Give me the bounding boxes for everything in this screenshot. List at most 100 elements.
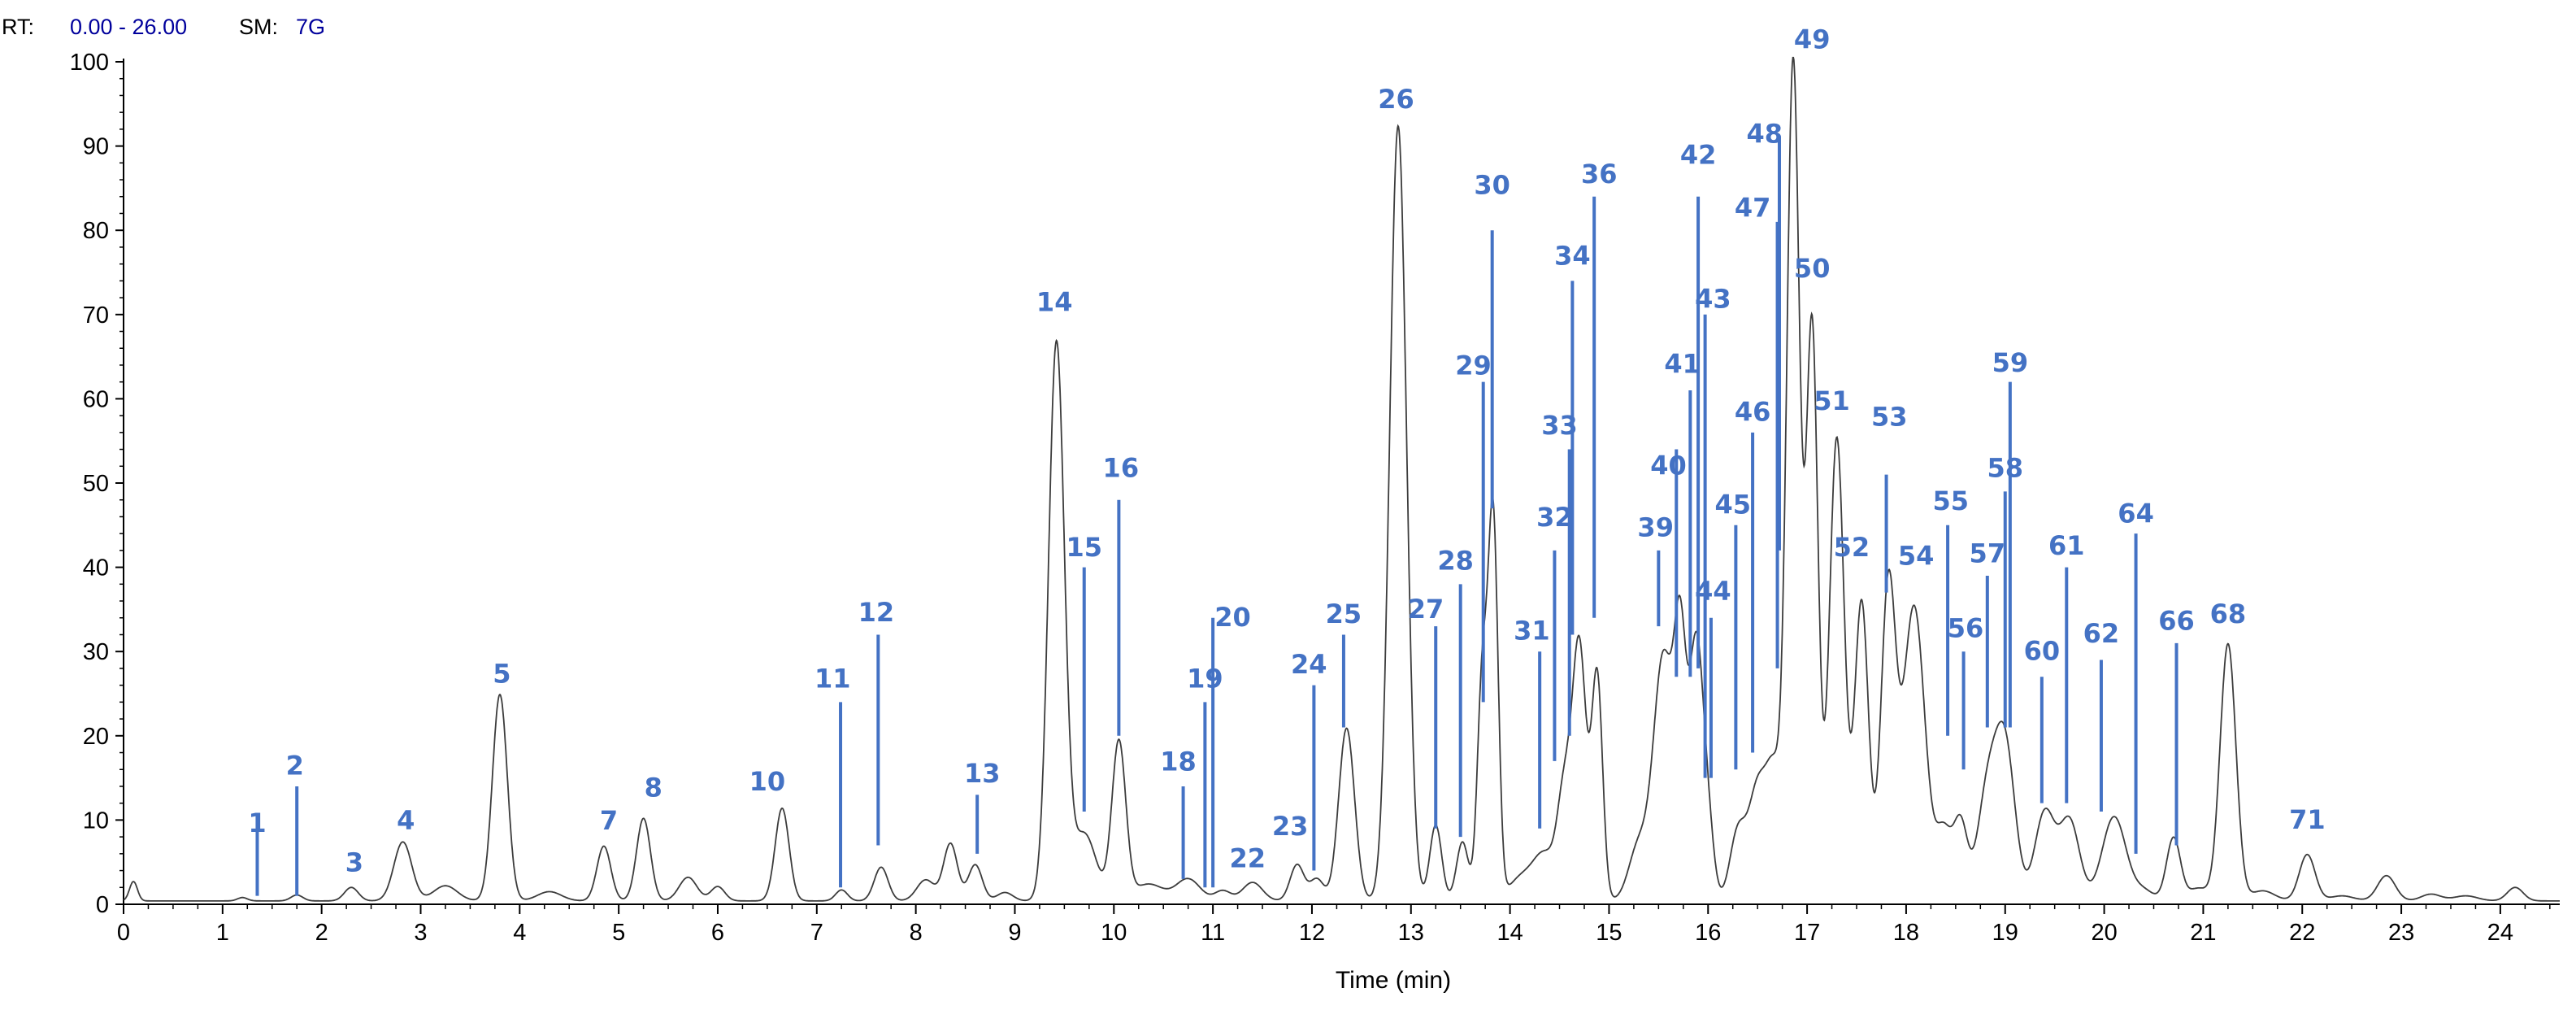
peak-label: 15 [1066, 532, 1102, 563]
peak-label: 48 [1746, 118, 1783, 149]
peak-label: 1 [248, 808, 266, 838]
peak-label: 19 [1187, 664, 1223, 694]
peak-label: 50 [1794, 253, 1831, 284]
peak-label: 56 [1948, 613, 1984, 644]
chart-header: RT: 0.00 - 26.00 SM: 7G [2, 15, 325, 39]
x-tick-label: 6 [711, 920, 724, 946]
peak-label: 23 [1272, 811, 1309, 842]
sm-label: SM: [239, 15, 278, 39]
peak-label: 14 [1036, 287, 1073, 318]
peak-label: 39 [1637, 512, 1674, 542]
peak-label: 51 [1814, 385, 1850, 416]
x-tick-label: 2 [315, 920, 328, 946]
peak-label: 20 [1214, 602, 1251, 633]
chromatogram-trace [123, 56, 2560, 902]
x-tick-label: 22 [2289, 920, 2315, 946]
peak-label: 68 [2210, 599, 2247, 629]
peak-label: 7 [600, 805, 618, 836]
y-tick-label: 20 [83, 724, 109, 750]
peak-label: 36 [1581, 159, 1618, 189]
x-tick-label: 15 [1596, 920, 1622, 946]
x-tick-label: 20 [2091, 920, 2117, 946]
peak-label: 61 [2048, 530, 2085, 561]
y-tick-label: 70 [83, 303, 109, 329]
peak-label: 34 [1554, 241, 1591, 272]
x-tick-label: 1 [216, 920, 229, 946]
peak-label: 52 [1834, 532, 1870, 563]
x-tick-label: 12 [1299, 920, 1325, 946]
peak-label: 11 [815, 664, 851, 694]
peak-label: 31 [1514, 616, 1550, 646]
x-tick-label: 11 [1201, 920, 1225, 946]
x-axis-title: Time (min) [1336, 967, 1451, 994]
peak-label: 40 [1650, 451, 1687, 481]
peak-label: 12 [858, 597, 895, 628]
peak-label: 26 [1378, 84, 1414, 115]
peak-label: 30 [1474, 170, 1510, 201]
peak-label: 32 [1536, 502, 1573, 533]
peak-label: 25 [1326, 599, 1362, 629]
x-tick-label: 13 [1398, 920, 1424, 946]
x-tick-label: 4 [513, 920, 526, 946]
peak-label: 16 [1103, 453, 1140, 484]
x-tick-label: 14 [1497, 920, 1523, 946]
peak-label: 71 [2289, 804, 2326, 835]
peak-label: 62 [2083, 618, 2120, 649]
peak-label: 24 [1291, 649, 1327, 680]
peak-label: 60 [2024, 636, 2061, 667]
x-tick-label: 7 [810, 920, 823, 946]
trace-group [123, 56, 2560, 902]
peak-label: 54 [1898, 540, 1935, 571]
peak-label: 47 [1735, 193, 1771, 224]
peak-label: 59 [1992, 347, 2029, 378]
peak-label: 4 [397, 805, 415, 836]
peak-label: 58 [1987, 453, 2023, 484]
peak-label: 45 [1714, 489, 1751, 520]
y-tick-label: 60 [83, 386, 109, 412]
peak-label: 18 [1160, 746, 1197, 777]
x-tick-label: 21 [2190, 920, 2216, 946]
peak-label: 5 [493, 659, 510, 690]
peak-label: 3 [345, 847, 363, 878]
y-tick-label: 90 [83, 134, 109, 160]
peak-label: 42 [1680, 139, 1717, 170]
y-tick-label: 50 [83, 471, 109, 497]
peak-label: 41 [1664, 348, 1701, 379]
x-tick-label: 19 [1992, 920, 2018, 946]
peak-label: 43 [1695, 284, 1731, 315]
y-tick-label: 100 [70, 50, 109, 76]
peak-label: 10 [749, 766, 786, 797]
peak-label: 29 [1455, 350, 1492, 381]
x-tick-label: 3 [414, 920, 427, 946]
x-tick-label: 10 [1101, 920, 1127, 946]
x-tick-label: 5 [612, 920, 625, 946]
y-tick-label: 10 [83, 808, 109, 834]
peak-label: 55 [1932, 485, 1969, 516]
rt-value: 0.00 - 26.00 [70, 15, 187, 39]
peak-label: 57 [1970, 538, 2006, 568]
peak-label: 27 [1408, 594, 1444, 625]
peak-label: 22 [1229, 842, 1266, 873]
x-tick-label: 0 [117, 920, 130, 946]
peak-label: 53 [1871, 402, 1908, 433]
peak-label: 13 [964, 758, 1001, 789]
x-tick-label: 17 [1794, 920, 1820, 946]
x-tick-label: 9 [1008, 920, 1021, 946]
peak-label: 66 [2158, 605, 2195, 636]
peak-label: 44 [1695, 576, 1731, 607]
x-tick-label: 16 [1695, 920, 1721, 946]
y-tick-label: 40 [83, 555, 109, 581]
peak-label: 46 [1735, 396, 1771, 427]
peak-label: 49 [1794, 24, 1831, 54]
x-tick-label: 24 [2487, 920, 2513, 946]
x-tick-label: 8 [910, 920, 923, 946]
y-tick-label: 0 [96, 892, 109, 918]
sm-value: 7G [296, 15, 325, 39]
peak-label: 2 [286, 750, 304, 781]
peak-label: 28 [1437, 546, 1474, 577]
rt-label: RT: [2, 15, 34, 39]
